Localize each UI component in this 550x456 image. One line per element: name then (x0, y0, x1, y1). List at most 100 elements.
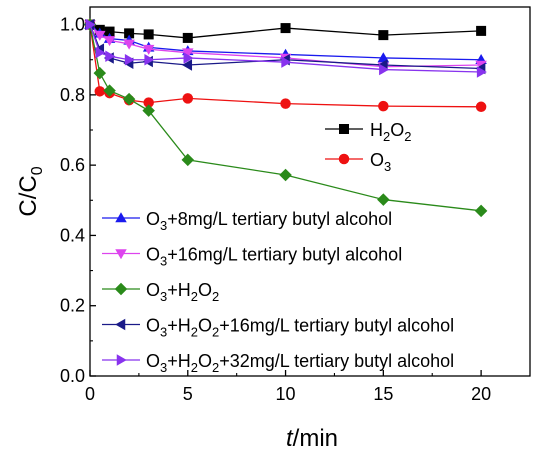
data-point (474, 204, 488, 218)
data-point (378, 100, 389, 112)
y-tick-label: 0.2 (60, 296, 85, 316)
data-point (103, 84, 116, 97)
legend-label-part: 2 (404, 129, 411, 144)
series-6 (85, 18, 487, 78)
data-point (105, 50, 116, 62)
x-tick-label: 0 (85, 384, 95, 404)
legend-marker (114, 282, 128, 296)
data-point (279, 168, 292, 182)
legend-label-part: 3 (160, 289, 167, 304)
data-point (143, 97, 154, 108)
legend-label-part: 2 (383, 129, 390, 144)
data-point (378, 30, 389, 41)
data-point (124, 53, 135, 66)
legend-label-part: 2 (191, 360, 198, 375)
data-point (95, 46, 106, 59)
legend-label-part: O (146, 209, 160, 229)
data-point (475, 101, 487, 113)
series-layer (83, 18, 488, 218)
legend-marker (115, 212, 127, 223)
series-0 (85, 19, 487, 43)
x-tick-label: 20 (471, 384, 491, 404)
y-axis-label: C/C0 (15, 166, 46, 216)
data-point (377, 193, 390, 206)
legend-marker (115, 318, 126, 331)
legend-label-part: 2 (212, 325, 219, 340)
legend-label-part: +8mg/L tertiary butyl alcohol (167, 209, 392, 229)
data-point (379, 63, 390, 76)
x-axis-label: t/min (286, 425, 338, 452)
legend-label-part: +16mg/L tertiary butyl alcohol (167, 245, 402, 265)
legend-label: O3+8mg/L tertiary butyl alcohol (146, 209, 392, 233)
data-point (280, 98, 291, 109)
data-point (144, 53, 155, 66)
legend-label-part: 3 (160, 360, 167, 375)
legend-top: H2O2 O3 (325, 120, 411, 174)
plot-frame (89, 6, 531, 377)
legend-label: O3+16mg/L tertiary butyl alcohol (146, 245, 402, 269)
legend-label-part: 2 (212, 360, 219, 375)
legend-entry: O3 (325, 150, 391, 174)
data-point (103, 36, 116, 47)
data-point (124, 28, 135, 39)
legend-label-part: O (146, 280, 160, 300)
data-point (143, 29, 154, 40)
data-point (94, 30, 106, 41)
data-point (476, 25, 487, 36)
data-point (93, 66, 107, 80)
legend-entry: O3+H2O2 (102, 280, 219, 304)
data-point (183, 52, 194, 64)
legend-label-part: +16mg/L tertiary butyl alcohol (219, 316, 454, 336)
legend-label-part: 2 (191, 289, 198, 304)
y-axis-label-main: C/C (15, 175, 42, 216)
y-tick-label: 0.4 (60, 225, 85, 245)
legend-label-part: 2 (191, 325, 198, 340)
data-point (281, 56, 292, 68)
legend-label: O3 (370, 150, 391, 174)
data-point (123, 39, 135, 50)
x-axis-label-rest: /min (293, 425, 338, 452)
legend-bottom: O3+8mg/L tertiary butyl alcoholO3+16mg/L… (102, 209, 454, 375)
legend-entry: O3+H2O2+32mg/L tertiary butyl alcohol (102, 351, 454, 375)
x-tick-label: 5 (183, 384, 193, 404)
data-point (182, 93, 194, 104)
legend-label-part: 3 (160, 218, 167, 233)
legend-label-part: 3 (160, 254, 167, 269)
legend-label: O3+H2O2 (146, 280, 219, 304)
legend-label-part: O (146, 351, 160, 371)
legend-label: O3+H2O2+16mg/L tertiary butyl alcohol (146, 316, 454, 340)
legend-marker (338, 153, 350, 165)
y-tick-label: 0.6 (60, 155, 85, 175)
data-point (85, 18, 96, 31)
legend-marker (116, 354, 127, 366)
data-point (94, 86, 106, 97)
legend-label-part: H (370, 120, 383, 140)
y-axis-label-sub: 0 (29, 166, 46, 175)
legend-label-part: O (198, 280, 212, 300)
data-point (181, 153, 195, 167)
legend-label-part: O (198, 316, 212, 336)
legend-marker (339, 124, 349, 134)
legend-entry: H2O2 (325, 120, 411, 144)
x-axis-label-italic: t (286, 425, 294, 452)
y-tick-label: 0.8 (60, 85, 85, 105)
legend-label-part: O (146, 245, 160, 265)
legend-entry: O3+8mg/L tertiary butyl alcohol (102, 209, 392, 233)
legend-label: O3+H2O2+32mg/L tertiary butyl alcohol (146, 351, 454, 375)
legend-label-part: O (146, 316, 160, 336)
legend-label-part: O (198, 351, 212, 371)
legend-label-part: +32mg/L tertiary butyl alcohol (219, 351, 454, 371)
data-point (182, 48, 194, 59)
legend-label-part: 3 (384, 159, 391, 174)
data-point (142, 104, 155, 117)
data-point (142, 44, 155, 55)
y-tick-label: 0.0 (60, 366, 85, 386)
legend-label-part: 3 (160, 325, 167, 340)
legend-label-part: 2 (212, 289, 219, 304)
legend-marker (115, 249, 127, 260)
y-tick-label: 1.0 (60, 15, 85, 35)
legend-label-part: +H (167, 316, 191, 336)
data-point (476, 66, 487, 78)
legend-label-part: +H (167, 280, 191, 300)
